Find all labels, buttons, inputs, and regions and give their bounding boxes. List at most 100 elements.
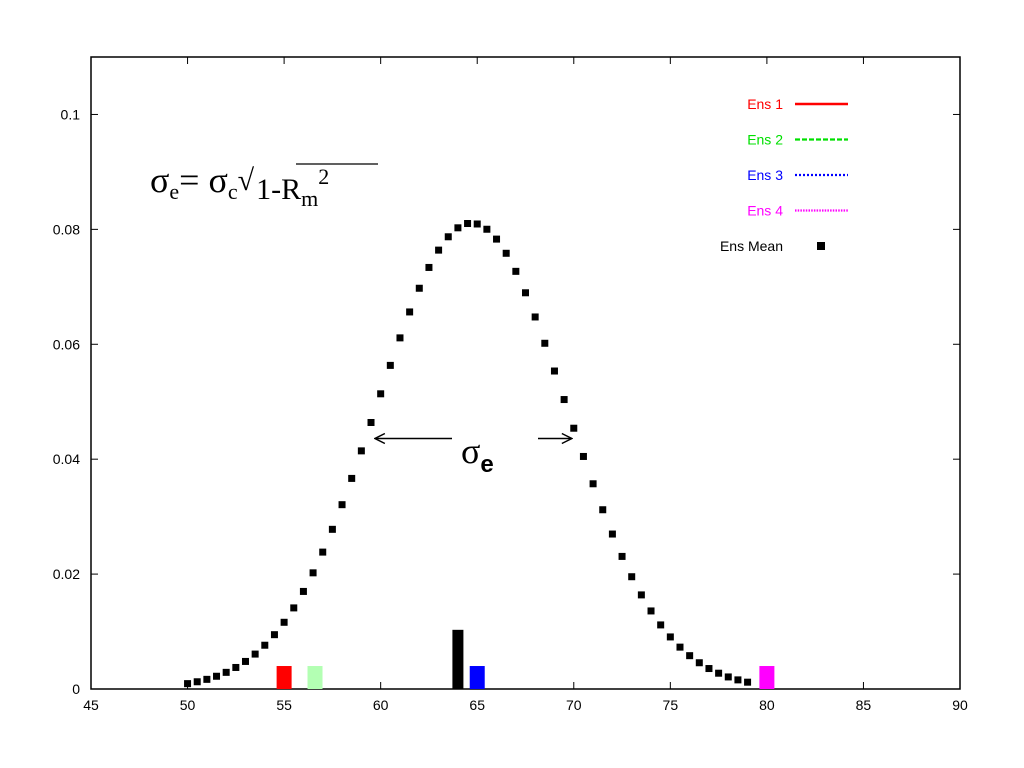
ens-mean-point (454, 224, 462, 232)
formula-radical: √ (238, 164, 255, 197)
ens-mean-point (666, 633, 674, 641)
y-tick-label: 0.04 (53, 451, 80, 467)
ens-mean-point (560, 396, 568, 404)
ens-mean-point (241, 657, 249, 665)
formula-equals-sigma: = σ (179, 160, 228, 200)
formula-sub-c: c (228, 179, 238, 204)
ens-mean-point (473, 220, 481, 228)
ens-mean-point (637, 591, 645, 599)
ens-mean-point (618, 552, 626, 560)
y-tick-label: 0.06 (53, 336, 80, 352)
x-tick-label: 45 (83, 697, 99, 713)
ens-mean-point (435, 246, 443, 254)
axis-ticks: 45 50 55 60 65 70 75 80 85 90 0 0.02 0.04 0.06 0.08 0.1 (53, 57, 968, 713)
legend-label: Ens 1 (747, 96, 783, 112)
ens-mean-point (676, 643, 684, 651)
legend-swatch (817, 242, 825, 250)
svg-text:σe: σe (461, 431, 494, 478)
formula-sigma: σ (150, 160, 169, 200)
ens-mean-point (628, 573, 636, 581)
ensemble-marker-bar (759, 666, 775, 689)
ens-mean-point (522, 289, 529, 297)
ens-mean-point (203, 675, 211, 683)
legend-label: Ens Mean (720, 238, 783, 254)
ens-mean-point (541, 339, 549, 347)
ens-mean-point (464, 220, 472, 228)
legend-label: Ens 4 (747, 203, 783, 219)
y-tick-label: 0 (72, 681, 80, 697)
ens-mean-point (715, 669, 723, 677)
x-tick-label: 55 (276, 697, 292, 713)
x-tick-label: 65 (469, 697, 485, 713)
ens-mean-point (270, 631, 278, 639)
x-tick-label: 75 (663, 697, 679, 713)
ens-mean-point (232, 663, 240, 671)
ens-mean-point (367, 418, 375, 426)
sigma-formula-annotation: σe= σc√1-Rm2 (150, 160, 378, 211)
ens-mean-point (309, 569, 317, 577)
x-tick-label: 80 (759, 697, 775, 713)
ens-mean-point (299, 587, 307, 595)
sigma-arrow-annotation: σe (375, 431, 572, 478)
x-tick-label: 85 (856, 697, 872, 713)
ens-mean-point (184, 680, 192, 688)
ens-mean-point (744, 678, 752, 686)
ens-mean-point (251, 650, 259, 658)
ens-mean-point (357, 447, 365, 455)
ens-mean-point (493, 235, 501, 243)
ensemble-marker-bar (452, 629, 464, 689)
ens-mean-point (657, 621, 665, 629)
ensemble-marker-bar (276, 666, 292, 689)
y-tick-label: 0.08 (53, 221, 80, 237)
legend: Ens 1 Ens 2 Ens 3 Ens 4 Ens Mean (720, 96, 848, 254)
x-tick-label: 50 (180, 697, 196, 713)
ens-mean-point (570, 424, 578, 432)
ens-mean-point (261, 641, 269, 649)
ens-mean-point (328, 525, 336, 533)
ens-mean-point (213, 672, 221, 680)
ens-mean-point (425, 263, 433, 271)
formula-exp-2: 2 (318, 164, 329, 189)
ens-mean-point (406, 308, 414, 316)
ens-mean-point (531, 313, 539, 321)
ens-mean-point (608, 530, 616, 538)
ens-mean-point (483, 225, 491, 233)
svg-text:σe= σc√1-Rm2: σe= σc√1-Rm2 (150, 160, 329, 211)
x-tick-label: 90 (952, 697, 968, 713)
ens-mean-point (280, 618, 288, 626)
ens-mean-point (396, 334, 404, 342)
ens-mean-point (724, 673, 732, 681)
formula-sub-e: e (169, 179, 179, 204)
ens-mean-point (444, 233, 452, 241)
ens-mean-point (415, 284, 423, 292)
x-tick-label: 70 (566, 697, 582, 713)
arrow-sub-e: e (480, 451, 493, 478)
ens-mean-point (512, 267, 520, 275)
ens-mean-point (550, 367, 558, 375)
ens-mean-point (647, 607, 655, 615)
ens-mean-point (695, 659, 703, 667)
y-tick-label: 0.02 (53, 566, 80, 582)
ens-mean-point (377, 390, 385, 398)
ens-mean-point (579, 452, 587, 460)
ens-mean-point (348, 474, 356, 482)
ensemble-markers (276, 629, 775, 689)
x-tick-label: 60 (373, 697, 389, 713)
ens-mean-point (686, 652, 694, 660)
ens-mean-point (386, 361, 394, 369)
ensemble-marker-bar (307, 666, 323, 689)
plot-frame (90, 56, 961, 690)
ens-mean-point (193, 678, 201, 686)
y-tick-label: 0.1 (61, 106, 81, 122)
ens-mean-point (599, 506, 607, 514)
ens-mean-curve (184, 220, 752, 688)
ens-mean-point (589, 480, 597, 488)
ensemble-marker-bar (469, 666, 485, 689)
formula-sub-m: m (301, 186, 318, 211)
ens-mean-point (319, 548, 327, 556)
ens-mean-point (705, 665, 713, 673)
arrow-sigma: σ (461, 431, 480, 471)
legend-label: Ens 3 (747, 167, 783, 183)
ens-mean-point (734, 676, 742, 684)
